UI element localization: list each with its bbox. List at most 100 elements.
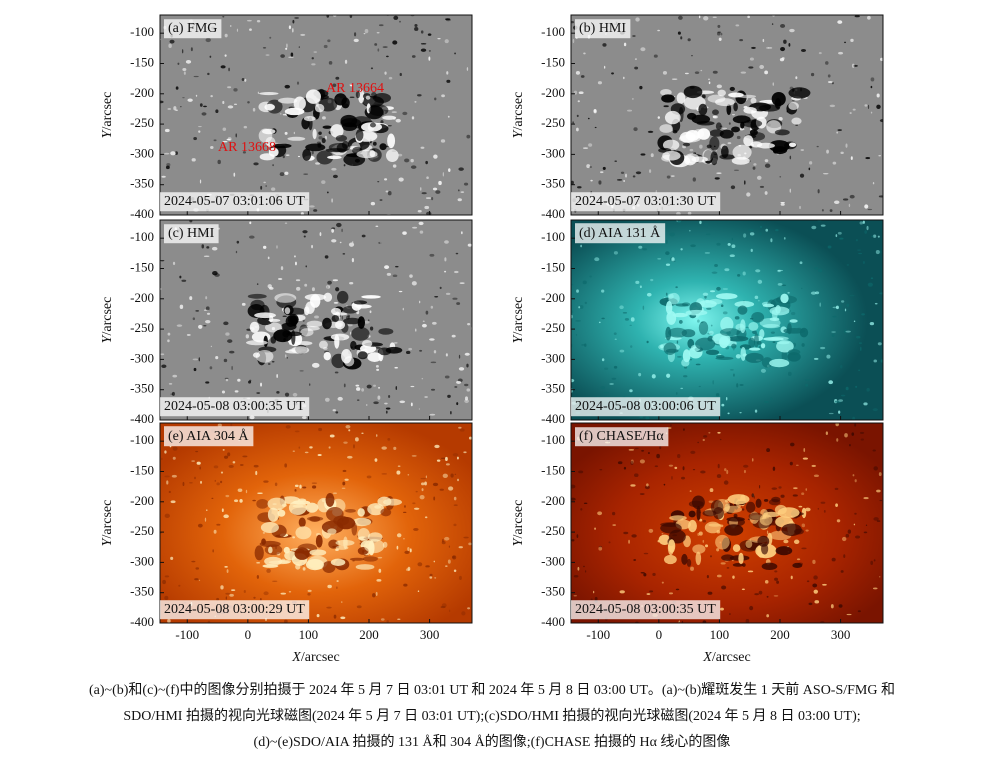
speckle [710,324,713,327]
region-blob [317,142,322,148]
speckle [873,517,879,521]
speckle [207,620,211,623]
region-blob [762,303,775,308]
speckle [394,366,398,369]
speckle [698,15,701,19]
speckle [743,469,746,474]
speckle [580,244,582,248]
speckle [630,345,633,348]
speckle [811,225,817,230]
speckle [622,312,628,314]
region-blob [312,128,317,140]
speckle [369,310,372,314]
speckle [207,72,210,76]
speckle [332,492,338,495]
speckle [698,385,701,388]
speckle [318,131,322,135]
speckle [700,69,703,72]
region-blob [662,139,680,151]
region-blob [707,94,726,103]
speckle [623,76,625,80]
label-box [575,223,666,244]
region-blob [328,539,339,549]
speckle [720,32,723,36]
speckle [418,300,421,304]
speckle [356,387,361,391]
speckle [842,198,849,201]
speckle [468,542,472,546]
speckle [730,185,736,190]
region-blob [369,122,376,128]
speckle [193,367,197,372]
speckle [414,27,419,31]
speckle [716,84,722,89]
speckle [386,620,389,623]
speckle [367,319,370,322]
speckle [171,474,177,478]
speckle [385,55,389,58]
y-axis-label: Y/arcsec [100,92,115,139]
region-blob [337,290,349,304]
speckle [633,558,637,561]
region-blob [259,540,281,548]
speckle [379,242,382,244]
speckle [642,248,648,251]
speckle [703,16,709,21]
speckle [285,154,290,156]
speckle [719,438,722,441]
speckle [445,463,450,466]
speckle [780,203,785,206]
speckle [220,471,224,474]
speckle [204,517,207,522]
region-blob [791,117,802,125]
label-box [164,19,222,39]
speckle [608,541,611,544]
speckle [804,379,811,381]
label-box [160,192,310,212]
region-blob [801,507,807,519]
speckle [678,15,683,20]
speckle [571,314,573,319]
speckle [411,281,417,286]
speckle [413,527,419,531]
speckle [588,143,593,147]
speckle [463,451,467,454]
speckle [189,482,193,484]
speckle [876,104,881,109]
speckle [835,234,838,238]
speckle [309,446,313,449]
region-blob [745,352,764,363]
speckle [650,153,654,158]
region-blob [330,558,346,566]
speckle [769,397,773,401]
speckle [657,116,660,119]
speckle [421,488,424,492]
speckle [445,353,448,357]
speckle [666,373,671,378]
speckle [463,182,469,186]
speckle [387,125,392,127]
region-blob [708,298,723,305]
y-tick-label: -150 [130,259,154,274]
speckle [237,488,243,492]
speckle [426,211,432,215]
speckle [284,392,290,397]
speckle [388,76,393,80]
region-blob [662,150,681,161]
image-background [571,15,883,215]
speckle [351,241,354,243]
speckle [176,324,183,327]
speckle [695,363,701,366]
speckle [299,484,302,489]
speckle [263,181,266,184]
speckle [304,451,309,454]
speckle [243,590,246,593]
speckle [328,446,331,449]
y-tick-label: -400 [541,411,565,426]
region-blob [726,516,745,522]
speckle [840,151,844,155]
speckle [194,578,199,581]
speckle [690,55,693,57]
speckle [702,620,707,623]
speckle [198,130,201,133]
